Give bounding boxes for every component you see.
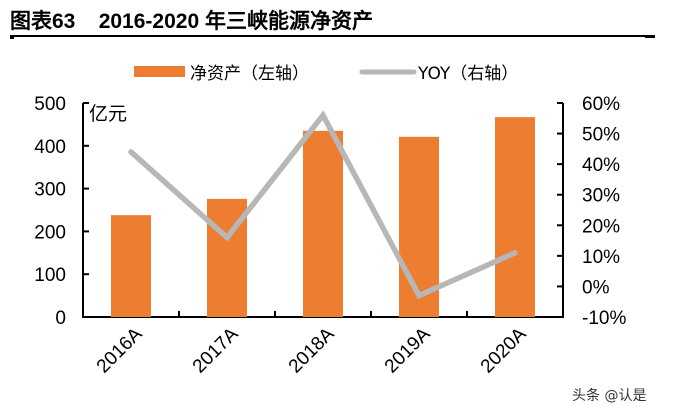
right-tick-label: 20% [582, 216, 620, 237]
left-tick-label: 400 [34, 137, 66, 158]
left-tick-label: 300 [34, 180, 66, 201]
category-label: 2016A [93, 323, 147, 377]
right-tick-label: 0% [582, 277, 610, 298]
category-label: 2017A [189, 323, 243, 377]
bar-2016A [111, 215, 151, 317]
category-label: 2018A [285, 323, 339, 377]
left-tick-label: 100 [34, 265, 66, 286]
category-label: 2019A [381, 323, 435, 377]
left-tick-label: 0 [55, 308, 66, 329]
line-series [128, 110, 518, 300]
title-divider-end-right [645, 35, 655, 38]
legend-line-label: YOY（右轴） [417, 64, 518, 84]
left-axis-unit: 亿元 [89, 103, 127, 125]
right-tick-label: 30% [582, 186, 620, 207]
legend-bar-swatch [134, 66, 185, 77]
right-tick-label: 50% [582, 125, 620, 146]
right-tick-label: 40% [582, 155, 620, 176]
yoy-line [128, 110, 518, 300]
left-tick-label: 500 [34, 94, 66, 115]
chart-title: 图表63 2016-2020 年三峡能源净资产 [10, 10, 373, 33]
left-tick-label: 200 [34, 222, 66, 243]
right-tick-label: -10% [582, 308, 626, 329]
title-divider-end-left [10, 37, 14, 39]
category-label: 2020A [477, 323, 531, 377]
bar-2018A [303, 130, 343, 317]
right-tick-label: 60% [582, 94, 620, 115]
watermark: 头条 @认是 [572, 388, 647, 404]
title-divider [10, 35, 655, 37]
legend: 净资产（左轴） YOY（右轴） [134, 64, 518, 84]
bar-2020A [495, 117, 535, 318]
legend-bar-label: 净资产（左轴） [190, 64, 309, 84]
right-tick-label: 10% [582, 247, 620, 268]
bar-series [111, 117, 535, 318]
